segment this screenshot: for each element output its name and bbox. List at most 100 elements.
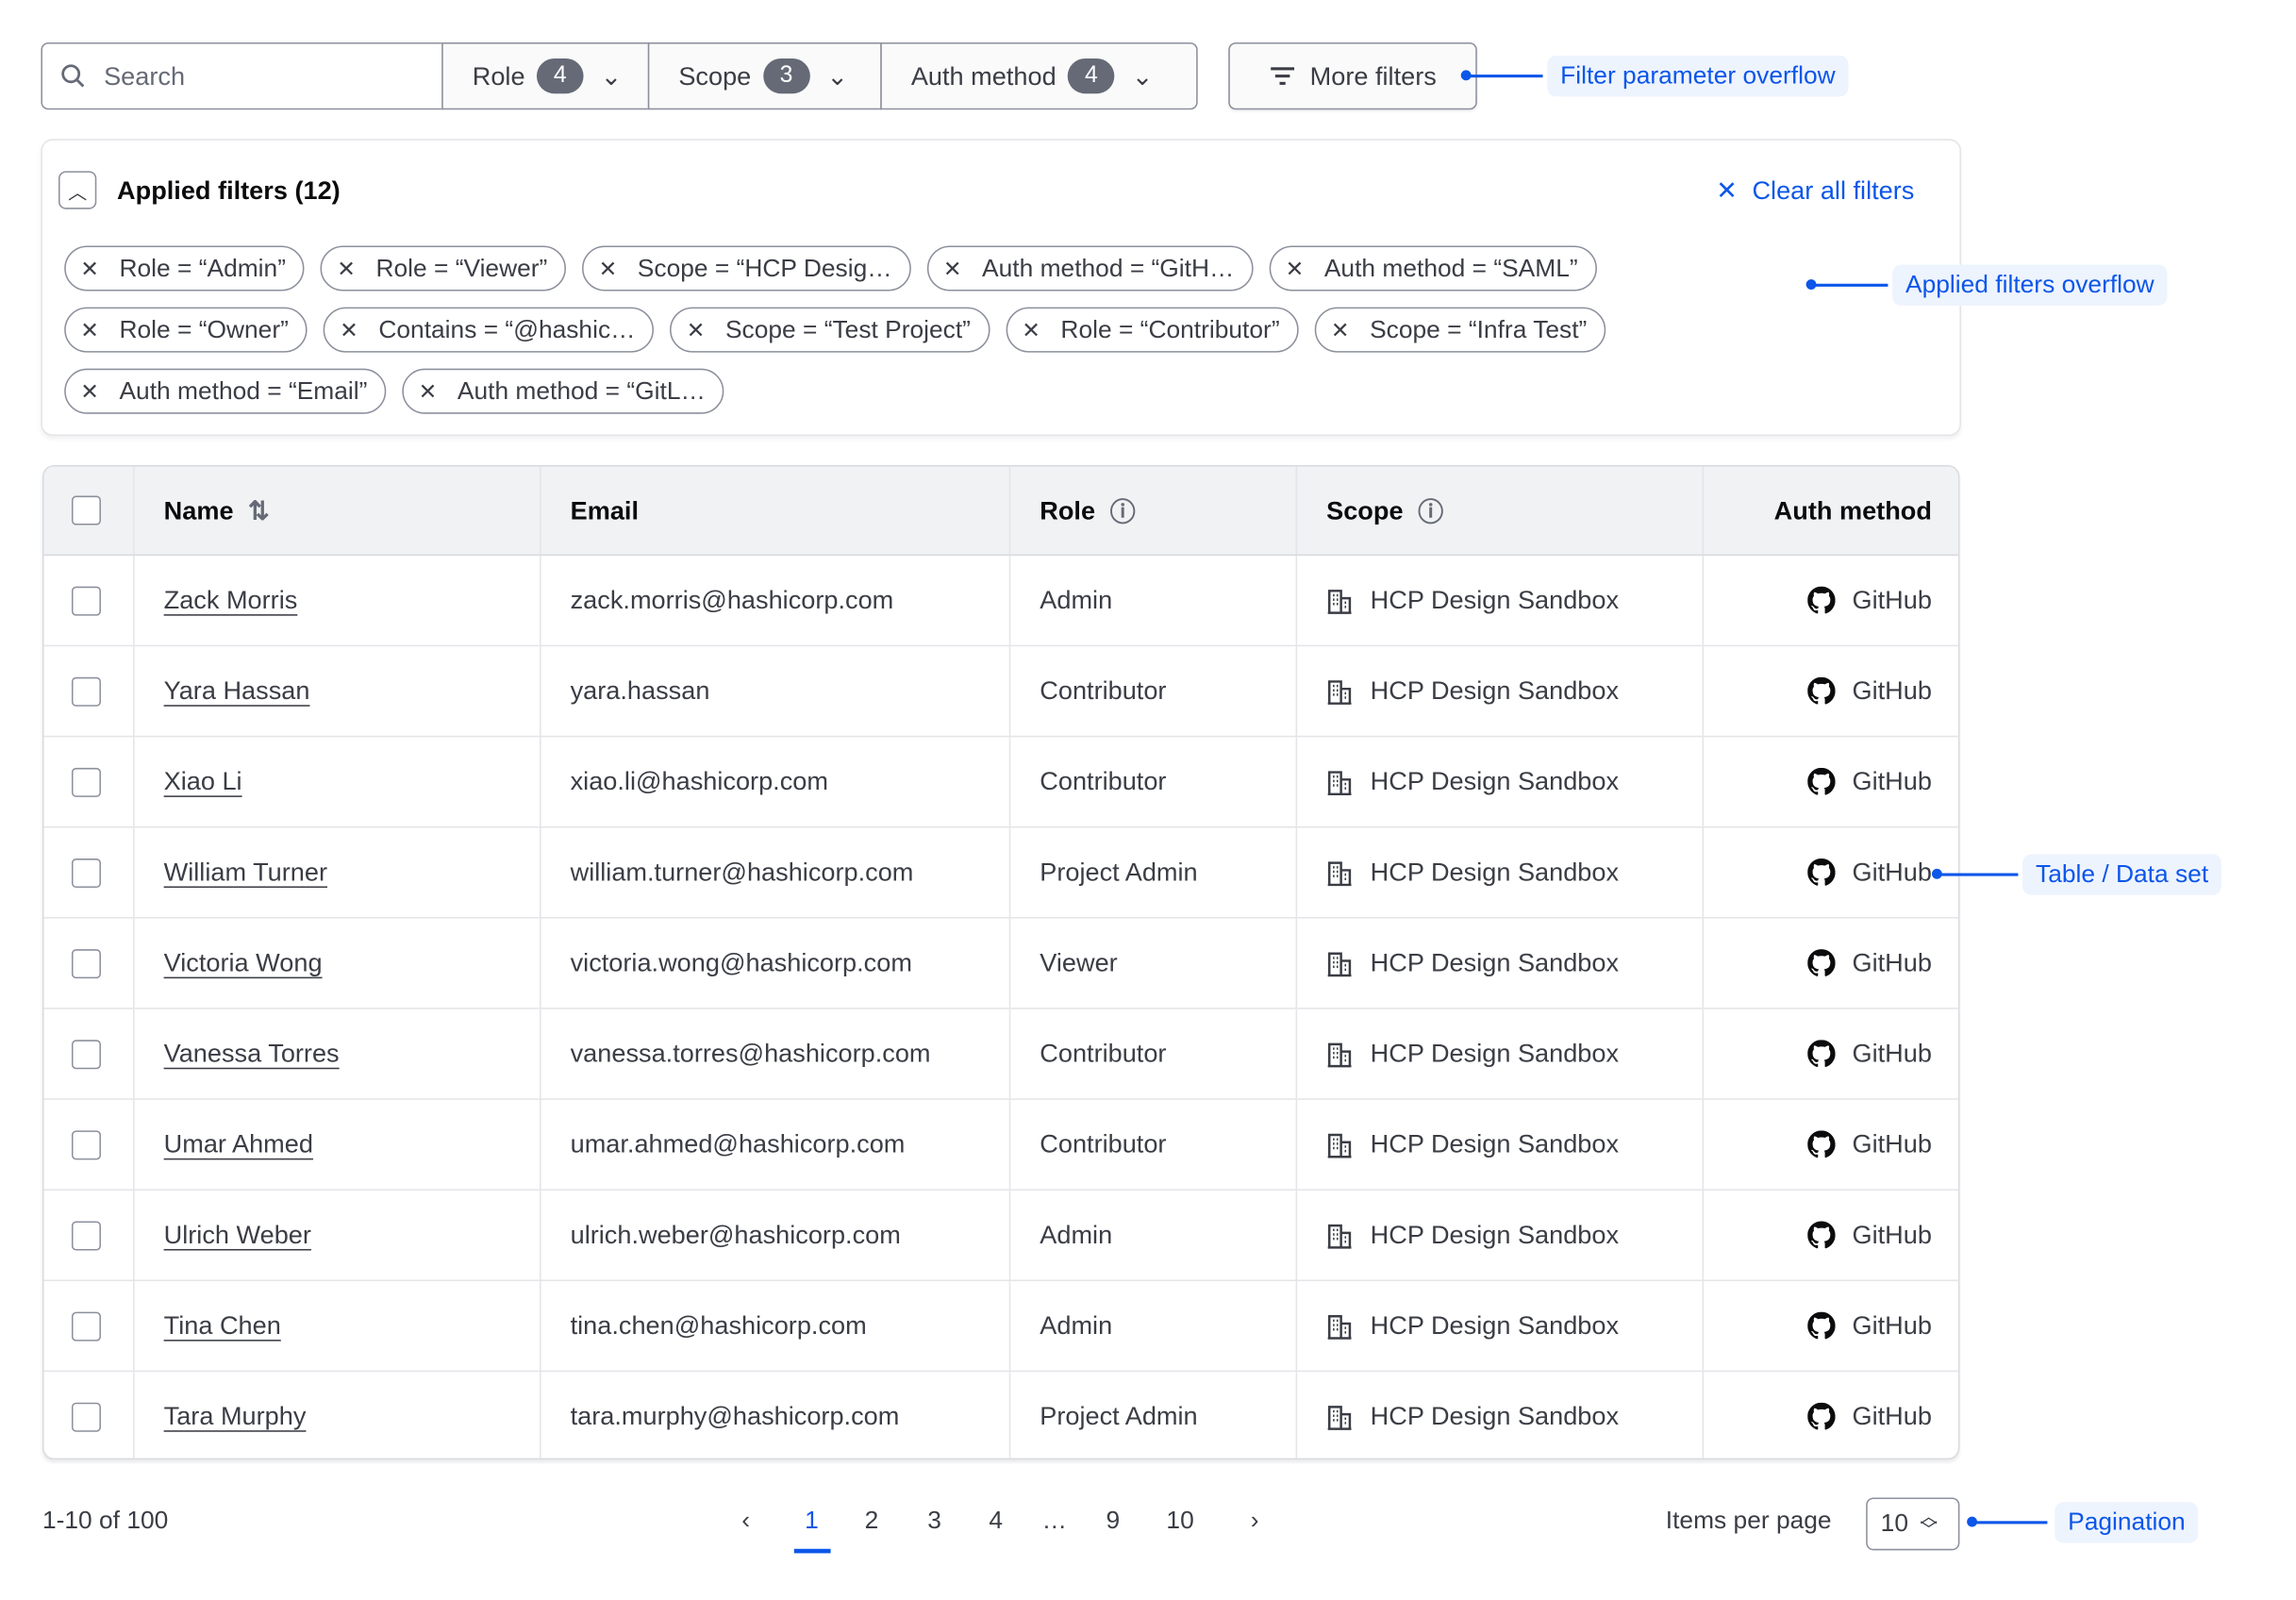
page-button[interactable]: 1 [805,1506,819,1535]
user-role: Contributor [1040,1038,1167,1068]
github-icon [1806,586,1835,614]
close-icon[interactable]: ✕ [80,318,99,343]
header-label: Email [570,494,640,525]
sort-icon[interactable]: ⇅ [248,494,270,525]
user-auth-method: GitHub [1852,585,1932,615]
building-icon [1327,679,1352,705]
column-header-name[interactable]: Name ⇅ [135,466,541,555]
annotation-line [1938,873,2019,876]
user-role: Admin [1040,585,1113,615]
table-row: Yara Hassan yara.hassan Contributor HCP Des… [43,646,1958,738]
user-name-link[interactable]: Yara Hassan [163,675,310,706]
user-role: Project Admin [1040,857,1198,887]
filter-chip[interactable]: ✕ Auth method = “Email” [64,368,387,414]
scope-filter-dropdown[interactable]: Scope 3 ⌄ [647,42,882,110]
scope-filter-label: Scope [678,60,752,91]
items-per-page-select[interactable]: 10 ︿ ﹀ [1866,1497,1960,1551]
user-email: umar.ahmed@hashicorp.com [570,1128,906,1158]
page-button[interactable]: 3 [927,1506,941,1535]
auth-method-filter-dropdown[interactable]: Auth method 4 ⌄ [880,42,1198,110]
user-role: Admin [1040,1310,1113,1341]
more-filters-button[interactable]: More filters [1228,42,1477,110]
filter-chip-label: Contains = “@hashic… [378,315,636,343]
filter-icon [1270,67,1294,85]
search-input[interactable]: Search [41,42,443,110]
filter-chip[interactable]: ✕ Role = “Admin” [64,245,306,292]
user-name-link[interactable]: Vanessa Torres [163,1038,340,1068]
info-icon[interactable]: ⓘ [1418,496,1444,526]
row-checkbox[interactable] [71,585,101,615]
column-header-role: Role ⓘ [1010,466,1298,555]
user-name-link[interactable]: Tina Chen [163,1310,281,1341]
user-auth-method: GitHub [1852,1128,1932,1158]
filter-chip[interactable]: ✕ Auth method = “SAML” [1269,245,1597,292]
close-icon[interactable]: ✕ [942,257,962,282]
column-header-email: Email [541,466,1011,555]
info-icon[interactable]: ⓘ [1109,496,1136,526]
user-role: Viewer [1040,947,1118,977]
user-email: ulrich.weber@hashicorp.com [570,1219,901,1249]
row-checkbox[interactable] [71,676,101,707]
auth-method-filter-count: 4 [1068,58,1115,94]
filter-chip[interactable]: ✕ Contains = “@hashic… [324,307,655,353]
row-checkbox[interactable] [71,948,101,978]
close-icon[interactable]: ✕ [1285,257,1305,282]
close-icon[interactable]: ✕ [686,318,706,343]
user-name-link[interactable]: Umar Ahmed [163,1128,313,1158]
close-icon[interactable]: ✕ [340,318,358,343]
page-button[interactable]: 10 [1166,1506,1194,1535]
close-icon: ✕ [1716,175,1738,206]
github-icon [1806,949,1835,976]
role-filter-dropdown[interactable]: Role 4 ⌄ [441,42,650,110]
filter-chip[interactable]: ✕ Auth method = “GitL… [402,368,725,414]
filter-chip[interactable]: ✕ Scope = “HCP Desig… [582,245,911,292]
filter-chip[interactable]: ✕ Role = “Owner” [64,307,308,353]
filter-chip-label: Auth method = “Email” [119,376,368,405]
close-icon[interactable]: ✕ [598,257,618,282]
user-name-link[interactable]: Xiao Li [163,766,242,796]
github-icon [1806,1311,1835,1340]
close-icon[interactable]: ✕ [80,379,99,405]
select-all-checkbox[interactable] [71,495,101,525]
scope-filter-count: 3 [762,58,810,94]
page-button[interactable]: 9 [1106,1506,1121,1535]
user-name-link[interactable]: Zack Morris [163,585,298,615]
close-icon[interactable]: ✕ [1330,318,1350,343]
page-button[interactable]: 4 [989,1506,1004,1535]
filter-chip[interactable]: ✕ Scope = “Infra Test” [1314,307,1606,353]
clear-all-filters-link[interactable]: ✕ Clear all filters [1716,175,1914,207]
row-checkbox[interactable] [71,1401,101,1431]
user-name-link[interactable]: Ulrich Weber [163,1219,311,1249]
next-page-button[interactable]: › [1250,1506,1259,1535]
filter-chip[interactable]: ✕ Scope = “Test Project” [670,307,990,353]
user-name-link[interactable]: Tara Murphy [163,1401,307,1431]
filter-chip[interactable]: ✕ Role = “Viewer” [321,245,567,292]
user-scope: HCP Design Sandbox [1370,947,1620,977]
user-name-link[interactable]: Victoria Wong [163,947,323,977]
items-per-page-label: Items per page [1665,1506,1832,1535]
annotation-applied-overflow: Applied filters overflow [1892,264,2168,307]
close-icon[interactable]: ✕ [1022,318,1040,343]
collapse-button[interactable]: ︿ [58,171,97,209]
filter-chip-label: Scope = “Infra Test” [1370,315,1588,343]
row-checkbox[interactable] [71,858,101,888]
filter-chip[interactable]: ✕ Auth method = “GitH… [926,245,1254,292]
row-checkbox[interactable] [71,1129,101,1159]
close-icon[interactable]: ✕ [80,257,99,282]
page-button[interactable]: 2 [864,1506,879,1535]
user-name-link[interactable]: William Turner [163,857,328,887]
table-row: Umar Ahmed umar.ahmed@hashicorp.com Contri… [43,1099,1958,1191]
filter-chip[interactable]: ✕ Role = “Contributor” [1006,307,1299,353]
row-checkbox[interactable] [71,767,101,797]
filter-chip-label: Role = “Admin” [119,253,286,282]
prev-page-button[interactable]: ‹ [741,1506,751,1535]
row-checkbox[interactable] [71,1310,101,1341]
annotation-dot [1460,70,1472,81]
close-icon[interactable]: ✕ [337,257,356,282]
row-checkbox[interactable] [71,1039,101,1069]
table-header: Name ⇅ Email Role ⓘ Scope ⓘ Auth method [43,466,1958,557]
row-checkbox[interactable] [71,1220,101,1250]
applied-filters-title: Applied filters (12) [117,175,341,206]
github-icon [1806,767,1835,795]
close-icon[interactable]: ✕ [418,379,438,405]
